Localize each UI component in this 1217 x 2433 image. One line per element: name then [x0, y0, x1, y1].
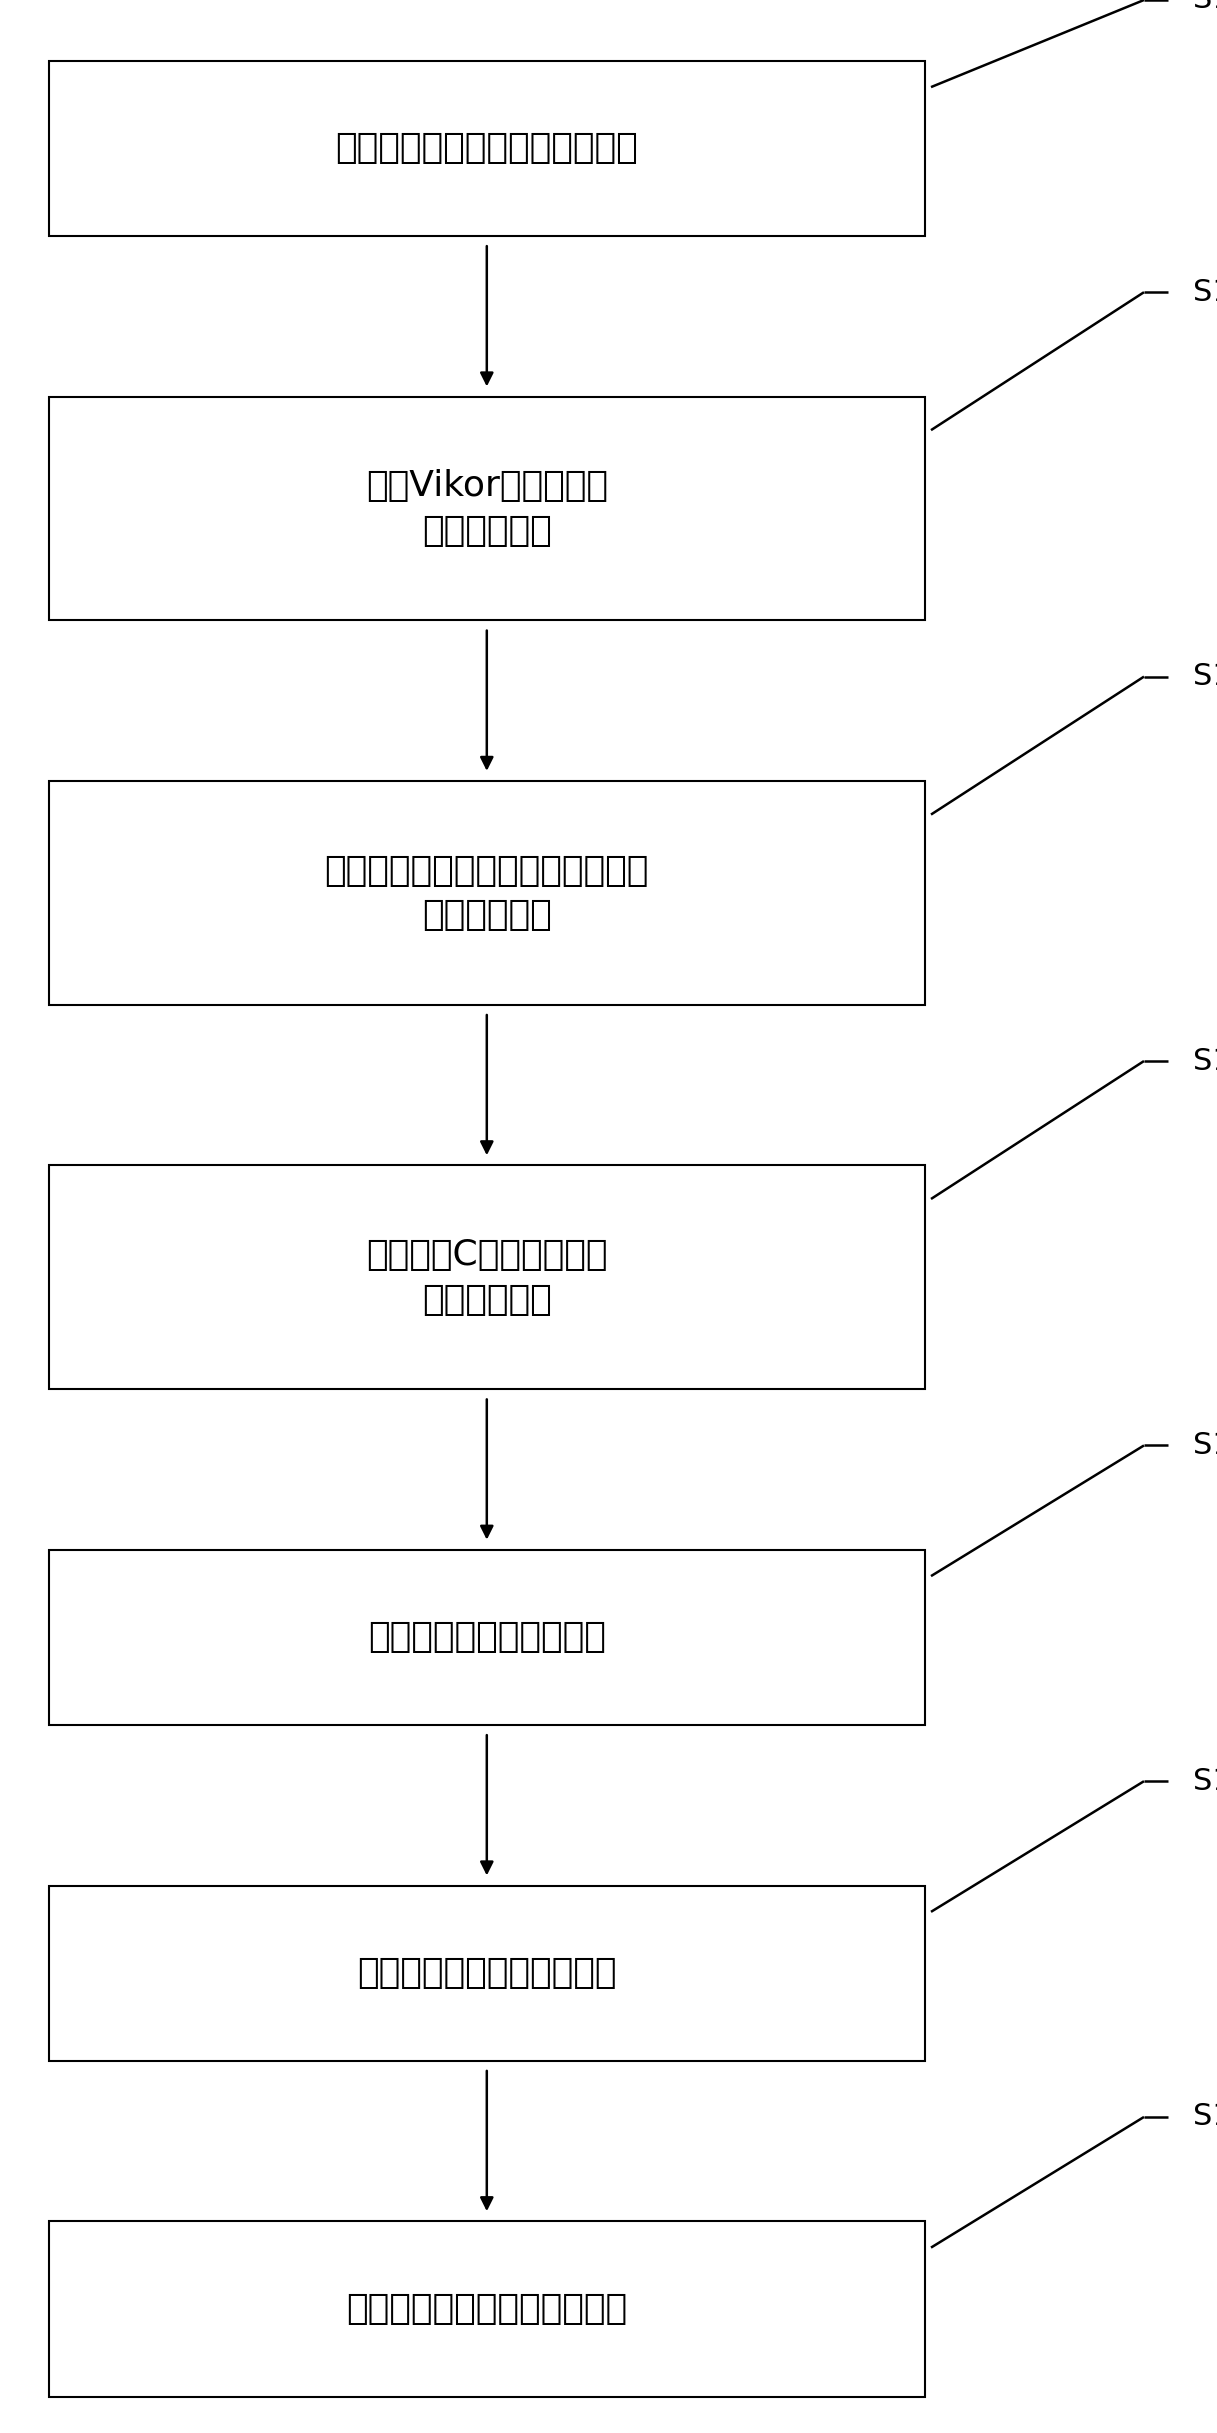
Text: S106: S106 — [1193, 1766, 1217, 1796]
Bar — [49, 1886, 925, 2061]
Text: 构建基于集群的圆环模型: 构建基于集群的圆环模型 — [368, 1620, 606, 1654]
Bar — [49, 781, 925, 1005]
Bar — [49, 1550, 925, 1725]
Text: 使用模糊C均值聚类算法
寻找最优分类: 使用模糊C均值聚类算法 寻找最优分类 — [366, 1238, 607, 1316]
Bar — [49, 61, 925, 236]
Bar — [49, 1165, 925, 1389]
Text: S105: S105 — [1193, 1431, 1217, 1460]
Bar — [49, 397, 925, 620]
Text: S102: S102 — [1193, 277, 1217, 307]
Text: 应用Vikor多标准决策
选择聚类中心: 应用Vikor多标准决策 选择聚类中心 — [366, 470, 607, 547]
Text: S104: S104 — [1193, 1046, 1217, 1075]
Bar — [49, 2221, 925, 2397]
Text: 圆环模型路由连接周期性更新: 圆环模型路由连接周期性更新 — [347, 2292, 627, 2326]
Text: 根据圆环模型建立路由机制: 根据圆环模型建立路由机制 — [357, 1956, 617, 1990]
Text: S107: S107 — [1193, 2102, 1217, 2131]
Text: S101: S101 — [1193, 0, 1217, 15]
Text: S103: S103 — [1193, 662, 1217, 691]
Text: 应用模糊化方法计算节点的隶属度
模糊划分矩阵: 应用模糊化方法计算节点的隶属度 模糊划分矩阵 — [325, 854, 649, 932]
Text: 对移动自组织网络进行模型建立: 对移动自组织网络进行模型建立 — [336, 131, 638, 165]
